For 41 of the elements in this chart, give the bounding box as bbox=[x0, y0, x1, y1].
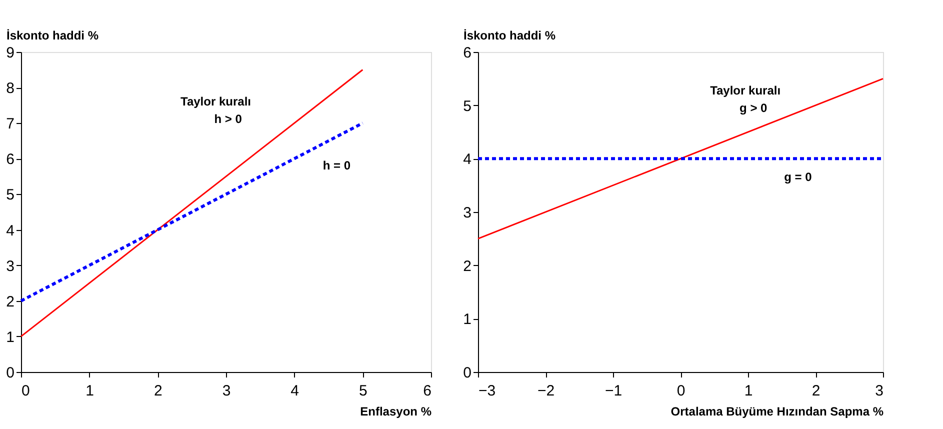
y-axis-title: İskonto haddi % bbox=[6, 28, 99, 42]
y-tick-label: 2 bbox=[6, 293, 14, 310]
x-axis-title: Enflasyon % bbox=[360, 404, 432, 418]
y-tick-label: 0 bbox=[6, 364, 14, 382]
x-tick-label: 3 bbox=[222, 382, 231, 400]
x-tick-label: 1 bbox=[86, 382, 94, 400]
y-tick-label: 3 bbox=[463, 204, 472, 222]
y-tick-label: 2 bbox=[463, 258, 472, 275]
x-tick-label: −3 bbox=[478, 382, 496, 400]
y-tick-label: 6 bbox=[6, 151, 14, 168]
annotation: g = 0 bbox=[784, 170, 812, 184]
x-tick-label: −1 bbox=[604, 382, 622, 400]
y-tick-label: 3 bbox=[6, 258, 14, 275]
x-tick-label: −2 bbox=[537, 382, 555, 400]
y-tick-label: 8 bbox=[6, 80, 14, 98]
y-tick-label: 9 bbox=[6, 44, 14, 62]
y-tick-label: 0 bbox=[463, 364, 472, 382]
x-tick-label: 2 bbox=[154, 382, 162, 400]
annotation: Taylor kuralı bbox=[180, 94, 251, 109]
annotation: h > 0 bbox=[214, 112, 242, 126]
annotation: Taylor kuralı bbox=[710, 83, 781, 98]
x-tick-label: 0 bbox=[676, 382, 686, 400]
y-tick-label: 1 bbox=[463, 311, 472, 328]
y-tick-label: 5 bbox=[6, 186, 14, 204]
x-tick-label: 0 bbox=[22, 382, 30, 400]
x-tick-label: 5 bbox=[358, 382, 368, 400]
x-tick-label: 1 bbox=[744, 382, 753, 400]
x-tick-label: 4 bbox=[290, 382, 300, 400]
annotation: h = 0 bbox=[322, 158, 351, 173]
y-tick-label: 6 bbox=[463, 44, 472, 62]
y-tick-label: 7 bbox=[6, 116, 14, 133]
y-tick-label: 1 bbox=[6, 328, 14, 346]
x-tick-label: 6 bbox=[423, 382, 432, 400]
x-axis-title: Ortalama Büyüme Hızından Sapma % bbox=[670, 404, 884, 418]
y-tick-label: 4 bbox=[6, 222, 14, 240]
annotation: g > 0 bbox=[740, 101, 768, 115]
x-tick-label: 3 bbox=[875, 382, 884, 400]
y-tick-label: 4 bbox=[463, 151, 472, 168]
x-tick-label: 2 bbox=[812, 382, 820, 400]
y-tick-label: 5 bbox=[463, 98, 472, 115]
y-axis-title: İskonto haddi % bbox=[464, 28, 556, 42]
